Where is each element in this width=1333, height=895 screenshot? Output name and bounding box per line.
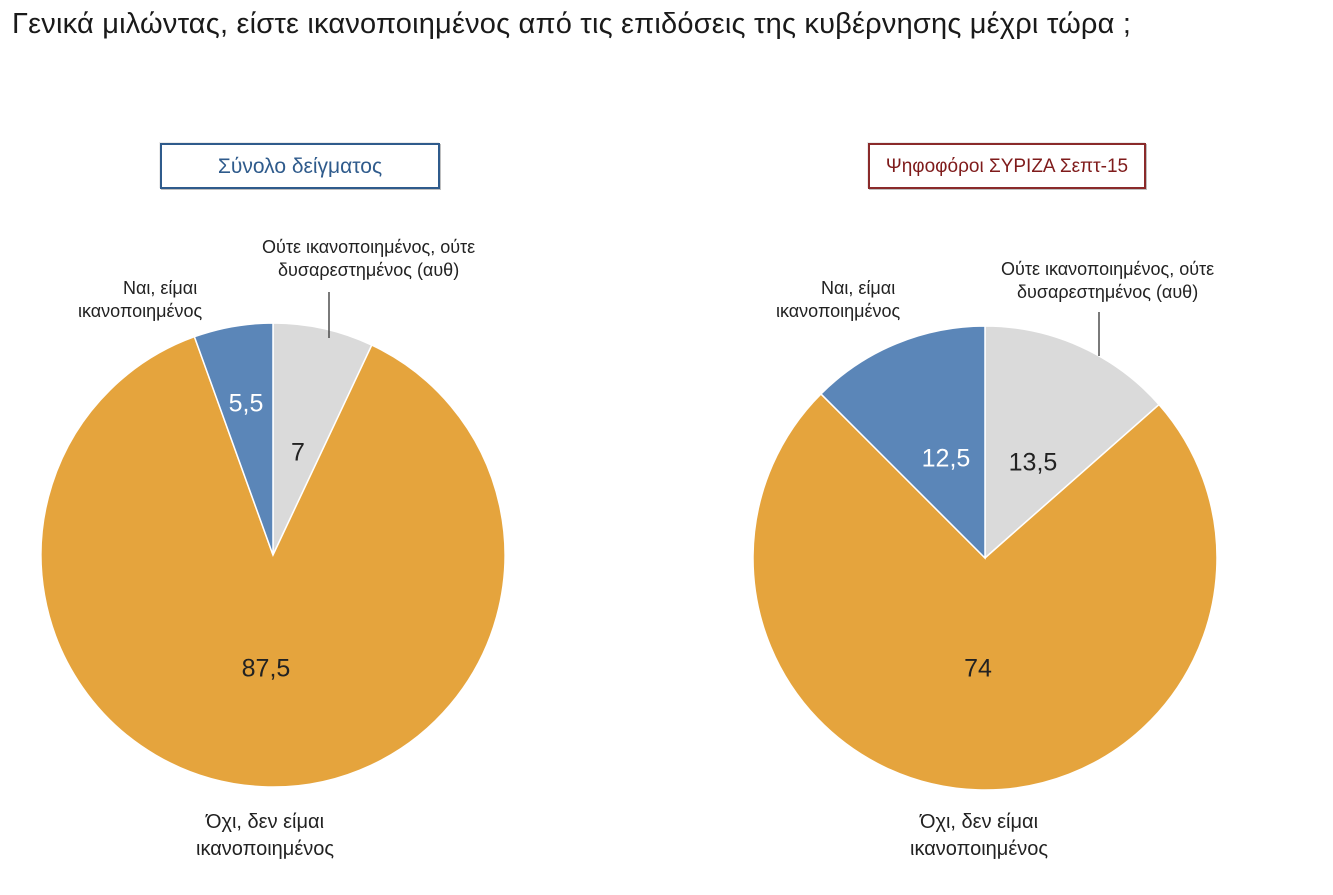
- data-label-yes: 12,5: [922, 445, 971, 473]
- pie-slice-yes: [819, 325, 986, 560]
- label-no-right: Όχι, δεν είμαι ικανοποιημένος: [910, 811, 1049, 860]
- page-title: Γενικά μιλώντας, είστε ικανοποιημένος απ…: [12, 8, 1132, 40]
- pie-slice-yes: [193, 322, 274, 556]
- label-yes-right: Ναι, είμαι ικανοποιημένος: [776, 278, 901, 321]
- data-label-yes: 5,5: [229, 390, 264, 418]
- pie-slice-neither: [984, 325, 1161, 560]
- chart-title-total-sample: Σύνολο δείγματος: [160, 143, 440, 189]
- label-neither-left: Ούτε ικανοποιημένος, ούτε δυσαρεστημένος …: [262, 237, 476, 280]
- label-yes-left: Ναι, είμαι ικανοποιημένος: [78, 278, 203, 321]
- pie-slice-no: [40, 335, 506, 788]
- label-no-left: Όχι, δεν είμαι ικανοποιημένος: [196, 811, 335, 860]
- data-label-no: 74: [964, 655, 992, 683]
- data-label-no: 87,5: [242, 655, 291, 683]
- label-neither-right: Ούτε ικανοποιημένος, ούτε δυσαρεστημένος …: [1001, 259, 1215, 302]
- data-label-neither: 7: [291, 439, 305, 467]
- pie-chart-total-sample: 7 87,5 5,5: [40, 322, 506, 788]
- data-label-neither: 13,5: [1009, 449, 1058, 477]
- pie-slice-neither: [272, 322, 373, 556]
- pie-slice-no: [752, 392, 1218, 791]
- pie-chart-syriza-voters: 13,5 74 12,5: [752, 325, 1218, 791]
- chart-title-syriza-voters: Ψηφοφόροι ΣΥΡΙΖΑ Σεπτ-15: [868, 143, 1146, 189]
